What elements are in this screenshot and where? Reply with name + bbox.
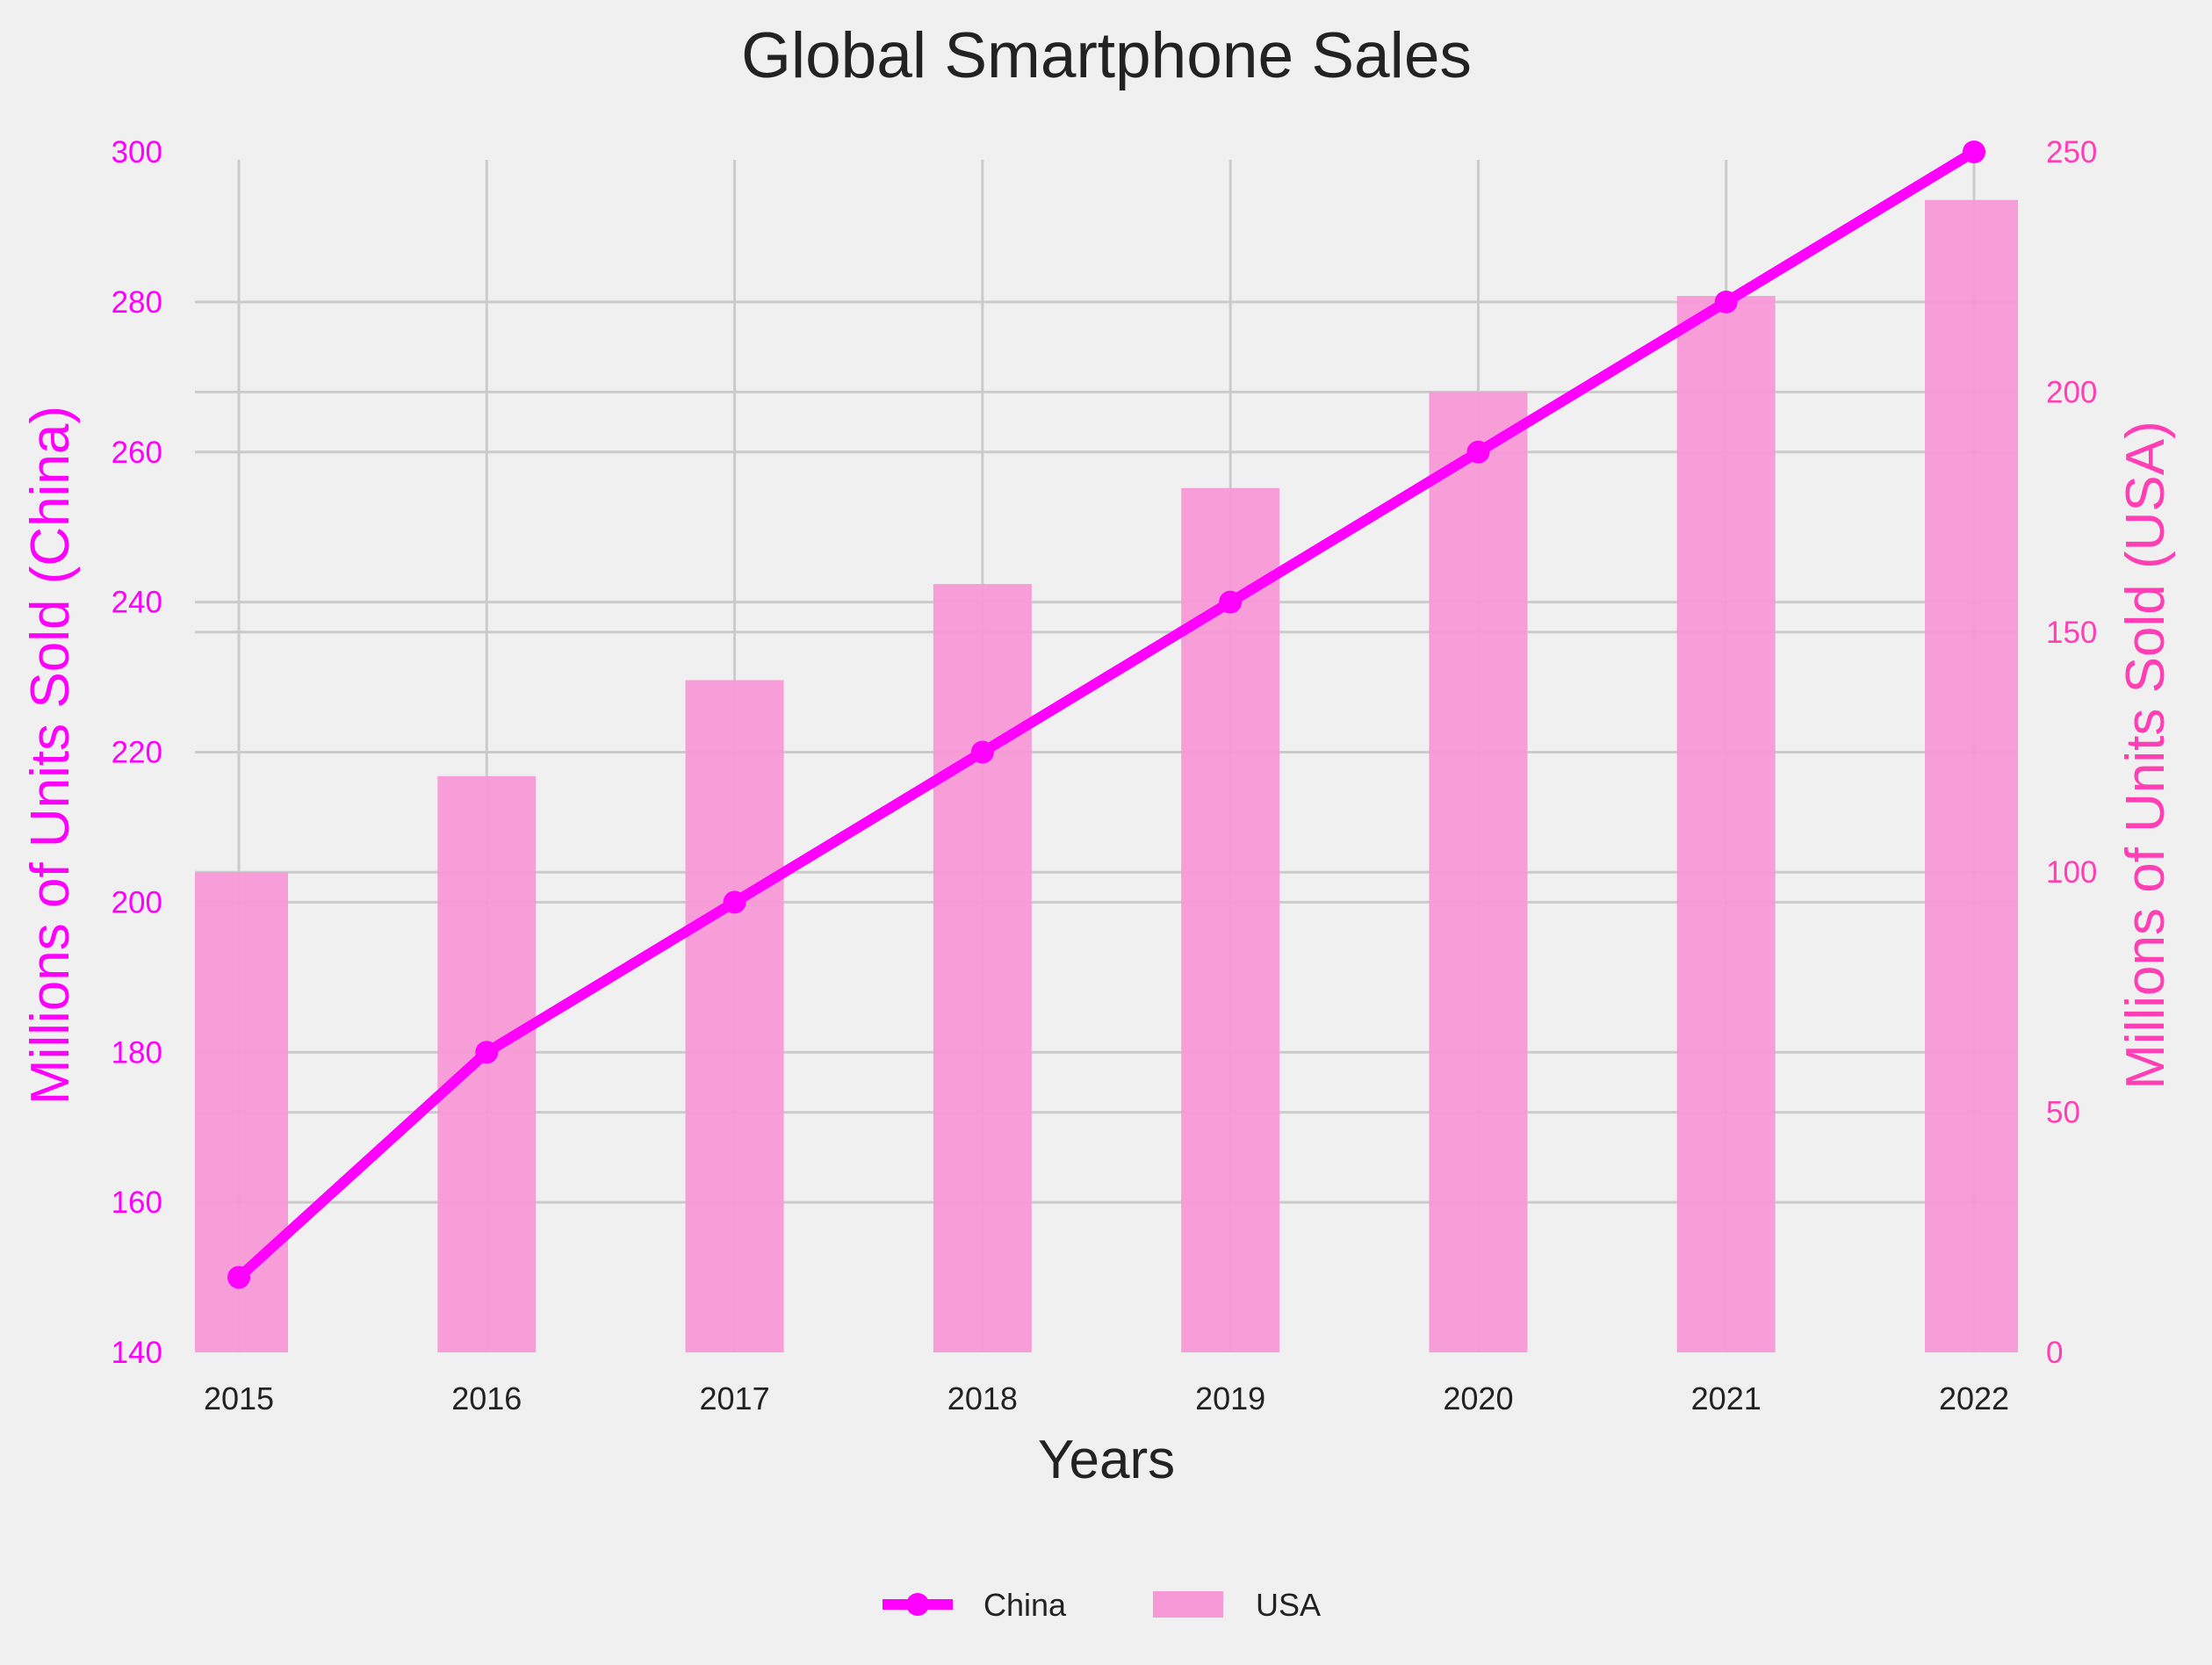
legend: China USA	[883, 1587, 1321, 1623]
x-axis-label: Years	[1038, 1430, 1175, 1490]
right-y-tick-label: 100	[2046, 855, 2097, 890]
right-y-tick-label: 250	[2046, 135, 2097, 169]
x-tick-label: 2021	[1691, 1380, 1762, 1416]
line-layer	[227, 141, 1985, 1289]
x-tick-label: 2020	[1443, 1380, 1513, 1416]
usa-bar	[1181, 487, 1280, 1352]
usa-bar	[1925, 199, 2018, 1353]
china-point	[1714, 290, 1738, 314]
x-tick-label: 2018	[947, 1380, 1018, 1416]
legend-china-label: China	[984, 1587, 1067, 1623]
x-tick-label: 2022	[1939, 1380, 2009, 1416]
left-y-tick-label: 140	[112, 1336, 162, 1370]
china-point	[227, 1265, 250, 1289]
usa-bar	[1429, 392, 1528, 1352]
left-y-tick-label: 240	[112, 586, 162, 620]
left-y-tick-label: 200	[112, 885, 162, 919]
right-y-tick-label: 0	[2046, 1336, 2063, 1370]
china-point	[723, 890, 746, 914]
left-y-axis-label: Millions of Units Sold (China)	[20, 406, 81, 1105]
left-y-tick-label: 160	[112, 1186, 162, 1220]
left-y-tick-label: 180	[112, 1035, 162, 1070]
right-y-tick-label: 50	[2046, 1096, 2080, 1130]
usa-bar	[933, 584, 1032, 1352]
china-point	[475, 1041, 499, 1064]
legend-china-marker	[906, 1593, 929, 1616]
x-tick-label: 2016	[451, 1380, 522, 1416]
right-y-tick-label: 200	[2046, 375, 2097, 409]
x-tick-label: 2017	[700, 1380, 770, 1416]
legend-usa-label: USA	[1256, 1587, 1321, 1623]
usa-bar	[437, 775, 537, 1352]
china-point	[1466, 440, 1490, 464]
left-y-tick-label: 300	[112, 135, 162, 169]
chart-title: Global Smartphone Sales	[741, 20, 1472, 91]
legend-usa-bar-swatch	[1153, 1591, 1223, 1618]
usa-bar	[685, 680, 784, 1352]
tick-layer: 2015 2016 2017 2018 2019 2020 2021 2022 140 160 18…	[112, 135, 2098, 1416]
left-y-tick-label: 220	[112, 736, 162, 770]
china-point	[1963, 141, 1985, 163]
legend-item-usa: USA	[1153, 1587, 1321, 1623]
china-point	[1219, 590, 1243, 614]
legend-item-china: China	[883, 1587, 1067, 1623]
x-tick-label: 2015	[204, 1380, 274, 1416]
left-y-tick-label: 280	[112, 285, 162, 320]
right-y-tick-label: 150	[2046, 616, 2097, 650]
left-y-tick-label: 260	[112, 436, 162, 470]
usa-bar	[1676, 296, 1776, 1352]
x-tick-label: 2019	[1195, 1380, 1265, 1416]
china-point	[970, 740, 994, 764]
right-y-axis-label: Millions of Units Sold (USA)	[2115, 421, 2176, 1089]
china-line	[234, 147, 1979, 1283]
bar-layer	[195, 199, 2018, 1353]
